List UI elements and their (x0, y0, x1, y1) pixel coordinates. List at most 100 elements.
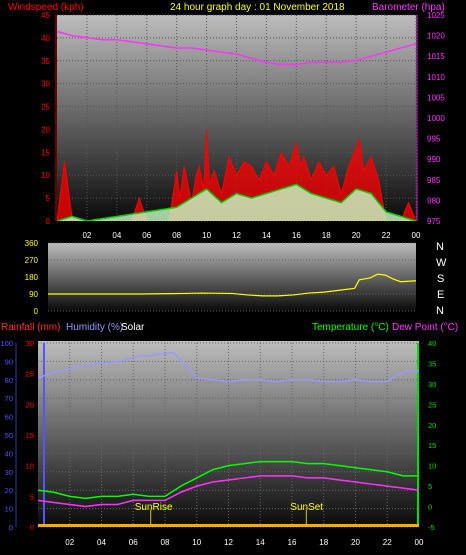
humidity-tick-label: 60 (5, 413, 13, 422)
humidity-tick-label: 100 (0, 339, 13, 348)
wind-direction-line (48, 273, 416, 297)
rain-tick-label: 25 (26, 370, 34, 379)
wind-tick-label: 25 (41, 103, 50, 112)
temperature-tick-label: 15 (428, 441, 436, 450)
rain-tick-label: 15 (26, 431, 34, 440)
solar-label: Solar (121, 322, 145, 333)
x-tick-label: 00 (415, 538, 424, 547)
x-tick-label: 12 (232, 231, 241, 240)
x-tick-label: 16 (288, 538, 297, 547)
x-tick-label: 08 (161, 538, 170, 547)
baro-tick-label: 1010 (427, 73, 445, 82)
x-tick-label: 22 (383, 538, 392, 547)
dewpoint-label: Dew Point (°C) (392, 322, 458, 333)
rain-tick-label: 0 (30, 523, 34, 532)
baro-tick-label: 1015 (427, 52, 445, 61)
x-tick-label: 08 (172, 231, 181, 240)
direction-axis-ticks: 0 90 180 270 360 (25, 239, 39, 316)
rain-tick-label: 20 (26, 400, 34, 409)
x-tick-label: 22 (382, 231, 391, 240)
x-tick-label: 18 (319, 538, 328, 547)
left-axis-title: Windspeed (kph) (8, 2, 84, 13)
direction-tick-label: 180 (25, 273, 39, 282)
temperature-tick-label: 5 (428, 482, 432, 491)
x-tick-label: 02 (82, 231, 91, 240)
temperature-tick-label: -5 (428, 523, 435, 532)
x-tick-label: 12 (224, 538, 233, 547)
temperature-label: Temperature (°C) (312, 322, 389, 333)
x-tick-label: 16 (292, 231, 301, 240)
temperature-tick-label: 20 (428, 421, 436, 430)
x-tick-label: 10 (192, 538, 201, 547)
baro-tick-label: 1020 (427, 32, 445, 41)
x-tick-label: 18 (322, 231, 331, 240)
temperature-tick-label: 0 (428, 503, 432, 512)
baro-tick-label: 975 (427, 217, 441, 226)
temperature-tick-label: 35 (428, 359, 436, 368)
bottom-series (38, 351, 419, 508)
compass-n-bottom: N (436, 305, 444, 317)
temperature-tick-label: 10 (428, 462, 436, 471)
bottom-x-axis-ticks: 02 04 06 08 10 12 14 16 18 20 22 00 (65, 538, 424, 547)
x-tick-label: 20 (352, 231, 361, 240)
x-tick-label: 00 (412, 231, 421, 240)
humidity-tick-label: 50 (5, 431, 13, 440)
baro-tick-label: 1000 (427, 114, 445, 123)
bottom-axis-ticks: 0 10 20 30 40 50 60 70 80 90 100 0 5 10 15 20 25 30 -5 0 5 10… (0, 339, 436, 532)
humidity-tick-label: 20 (5, 486, 13, 495)
x-tick-label: 14 (256, 538, 265, 547)
temperature-tick-label: 25 (428, 400, 436, 409)
average-wind-line (57, 183, 416, 221)
x-tick-label: 06 (142, 231, 151, 240)
baro-tick-label: 985 (427, 176, 441, 185)
top-x-axis-ticks: 02 04 06 08 10 12 14 16 18 20 22 00 (82, 231, 421, 240)
baro-tick-label: 1025 (427, 11, 445, 20)
baro-tick-label: 995 (427, 135, 441, 144)
humidity-tick-label: 90 (5, 357, 13, 366)
rainfall-label: Rainfall (mm) (1, 322, 60, 333)
rain-tick-label: 5 (30, 492, 34, 501)
wind-tick-label: 20 (41, 125, 50, 134)
baro-tick-label: 980 (427, 196, 441, 205)
chart-title: 24 hour graph day : 01 November 2018 (170, 2, 345, 13)
temperature-tick-label: 40 (428, 339, 436, 348)
sunset-label: SunSet (290, 502, 323, 513)
barometer-line (57, 30, 416, 66)
wind-tick-label: 15 (41, 148, 50, 157)
direction-series (48, 273, 416, 297)
compass-s: S (437, 273, 444, 285)
compass-n-top: N (436, 241, 444, 253)
rain-tick-label: 30 (26, 339, 34, 348)
direction-tick-label: 0 (34, 307, 39, 316)
x-tick-label: 04 (97, 538, 106, 547)
x-tick-label: 20 (351, 538, 360, 547)
sunrise-label: SunRise (135, 502, 173, 513)
wind-tick-label: 5 (46, 194, 51, 203)
baro-tick-label: 990 (427, 155, 441, 164)
dewpoint-line (38, 475, 419, 508)
temperature-tick-label: 30 (428, 380, 436, 389)
direction-tick-label: 270 (25, 256, 39, 265)
x-tick-label: 04 (112, 231, 121, 240)
bottom-gridlines (38, 342, 420, 528)
humidity-line (38, 351, 419, 383)
wind-tick-label: 0 (46, 217, 51, 226)
rain-baseline (38, 524, 419, 527)
humidity-tick-label: 80 (5, 376, 13, 385)
baro-tick-label: 1005 (427, 93, 445, 102)
direction-tick-label: 90 (29, 290, 38, 299)
compass-w: W (436, 257, 447, 269)
wind-tick-label: 35 (41, 57, 50, 66)
compass-e: E (437, 289, 444, 301)
top-axis-ticks: 0510152025303540459759809859909951000100… (41, 11, 445, 226)
humidity-tick-label: 30 (5, 468, 13, 477)
direction-gridlines (48, 242, 416, 312)
humidity-label: Humidity (%) (66, 322, 123, 333)
x-tick-label: 10 (202, 231, 211, 240)
wind-tick-label: 10 (41, 171, 50, 180)
x-tick-label: 02 (65, 538, 74, 547)
top-series (57, 30, 416, 221)
direction-tick-label: 360 (25, 239, 39, 248)
wind-tick-label: 40 (41, 34, 50, 43)
